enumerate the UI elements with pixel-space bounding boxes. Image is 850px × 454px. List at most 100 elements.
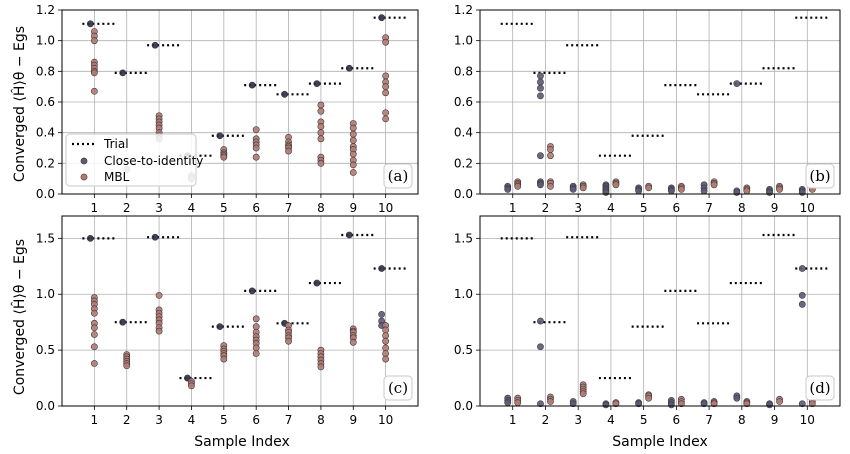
- cti-point: [733, 394, 741, 402]
- y-axis-label-top: Converged ⟨Ĥ⟩θ − Egs: [10, 26, 28, 182]
- x-tick-label: 1: [509, 201, 517, 215]
- cti-point: [569, 400, 577, 408]
- y-tick-label: 0.6: [36, 95, 55, 109]
- cti-point: [248, 81, 256, 89]
- cti-point: [119, 318, 127, 326]
- panel-d: 0.0 0.5 1.0 1.5 1 2 3 4 5 6 7 8 9 10 (d): [454, 215, 841, 427]
- y-tick-label: 1.2: [454, 3, 473, 17]
- x-tick-label: 4: [607, 201, 615, 215]
- y-tick-label: 1.0: [36, 34, 55, 48]
- x-tick-label: 8: [738, 201, 746, 215]
- legend-cti-swatch: [80, 157, 88, 165]
- x-tick-label: 10: [378, 413, 393, 427]
- mbl-point: [90, 309, 98, 317]
- y-tick-label: 1.2: [36, 3, 55, 17]
- mbl-point: [349, 124, 357, 132]
- cti-point: [537, 92, 544, 100]
- cti-point: [378, 14, 386, 22]
- legend-mbl-swatch: [80, 173, 88, 181]
- mbl-point: [317, 135, 325, 143]
- cti-point: [504, 185, 512, 193]
- mbl-point: [808, 400, 816, 408]
- x-tick-label: 9: [349, 413, 357, 427]
- mbl-point: [317, 101, 325, 109]
- cti-point: [313, 80, 321, 87]
- mbl-point: [677, 185, 685, 193]
- mbl-point: [252, 153, 260, 161]
- axes-frame: [479, 9, 841, 195]
- mbl-point: [776, 398, 783, 405]
- cti-point: [345, 64, 353, 72]
- cti-point: [569, 185, 577, 193]
- mbl-point: [743, 400, 751, 408]
- x-tick-label: 1: [91, 413, 99, 427]
- panel-label: (c): [388, 379, 408, 397]
- panel-a: 0.0 0.2 0.4 0.6 0.8 1.0 1.2 1 2 3 4 5 6 7 8 9 10 (a) Trial…: [36, 3, 419, 215]
- panel-label: (b): [809, 167, 830, 185]
- cti-point: [635, 400, 643, 408]
- cti-point: [378, 265, 386, 272]
- cti-point: [504, 399, 512, 407]
- cti-point: [798, 300, 806, 308]
- y-tick-label: 1.5: [454, 231, 473, 245]
- cti-point: [537, 400, 544, 408]
- y-tick-label: 0.6: [454, 95, 473, 109]
- y-axis-label-bottom: Converged ⟨Ĥ⟩θ − Egs: [10, 239, 28, 395]
- mbl-point: [382, 350, 390, 357]
- mbl-point: [285, 147, 292, 155]
- x-tick-label: 8: [738, 413, 746, 427]
- mbl-point: [155, 291, 163, 299]
- cti-point: [537, 317, 544, 325]
- y-tick-label: 0.5: [36, 343, 55, 357]
- mbl-point: [612, 181, 620, 189]
- cti-point: [537, 78, 544, 86]
- panel-label-box: [383, 375, 413, 401]
- x-tick-label: 10: [378, 201, 393, 215]
- mbl-point: [252, 315, 260, 323]
- mbl-point: [579, 184, 587, 192]
- panel-label-box: [805, 375, 835, 401]
- x-tick-label: 4: [188, 201, 196, 215]
- panel-label: (a): [388, 167, 409, 185]
- x-tick-label: 5: [220, 201, 228, 215]
- mbl-point: [514, 399, 522, 407]
- mbl-point: [710, 181, 718, 189]
- x-tick-label: 7: [705, 413, 713, 427]
- mbl-point: [220, 153, 228, 161]
- cti-point: [248, 287, 256, 295]
- mbl-point: [677, 400, 685, 408]
- mbl-point: [349, 169, 357, 176]
- x-tick-label: 2: [123, 201, 131, 215]
- cti-point: [798, 265, 806, 272]
- cti-point: [667, 187, 675, 195]
- mbl-point: [743, 187, 751, 195]
- mbl-point: [349, 338, 357, 346]
- cti-point: [700, 400, 708, 408]
- axes-frame: [61, 215, 419, 407]
- mbl-point: [220, 355, 228, 363]
- cti-point: [537, 181, 544, 189]
- cti-point: [216, 132, 224, 140]
- x-tick-label: 2: [123, 413, 131, 427]
- panel-c: 0.0 0.5 1.0 1.5 1 2 3 4 5 6 7 8 9 10 (c): [36, 215, 419, 427]
- mbl-point: [90, 331, 98, 338]
- cti-point: [602, 401, 610, 409]
- x-tick-label: 9: [771, 413, 779, 427]
- y-tick-label: 0.2: [454, 156, 473, 170]
- mbl-point: [90, 87, 98, 95]
- y-tick-label: 0.4: [454, 126, 473, 140]
- x-tick-label: 8: [317, 201, 325, 215]
- y-tick-label: 0.0: [36, 399, 55, 413]
- cti-point: [766, 401, 773, 409]
- mbl-point: [285, 337, 292, 345]
- cti-point: [733, 189, 741, 196]
- mbl-point: [90, 343, 98, 351]
- y-tick-label: 0.0: [454, 399, 473, 413]
- y-tick-label: 0.5: [454, 343, 473, 357]
- mbl-point: [382, 83, 390, 91]
- x-tick-label: 6: [252, 201, 260, 215]
- panel-b: 0.0 0.2 0.4 0.6 0.8 1.0 1.2 1 2 3 4 5 6 7 8 9 10 (b): [454, 3, 841, 215]
- cti-point: [700, 187, 708, 195]
- mbl-point: [155, 327, 163, 335]
- mbl-point: [547, 146, 554, 153]
